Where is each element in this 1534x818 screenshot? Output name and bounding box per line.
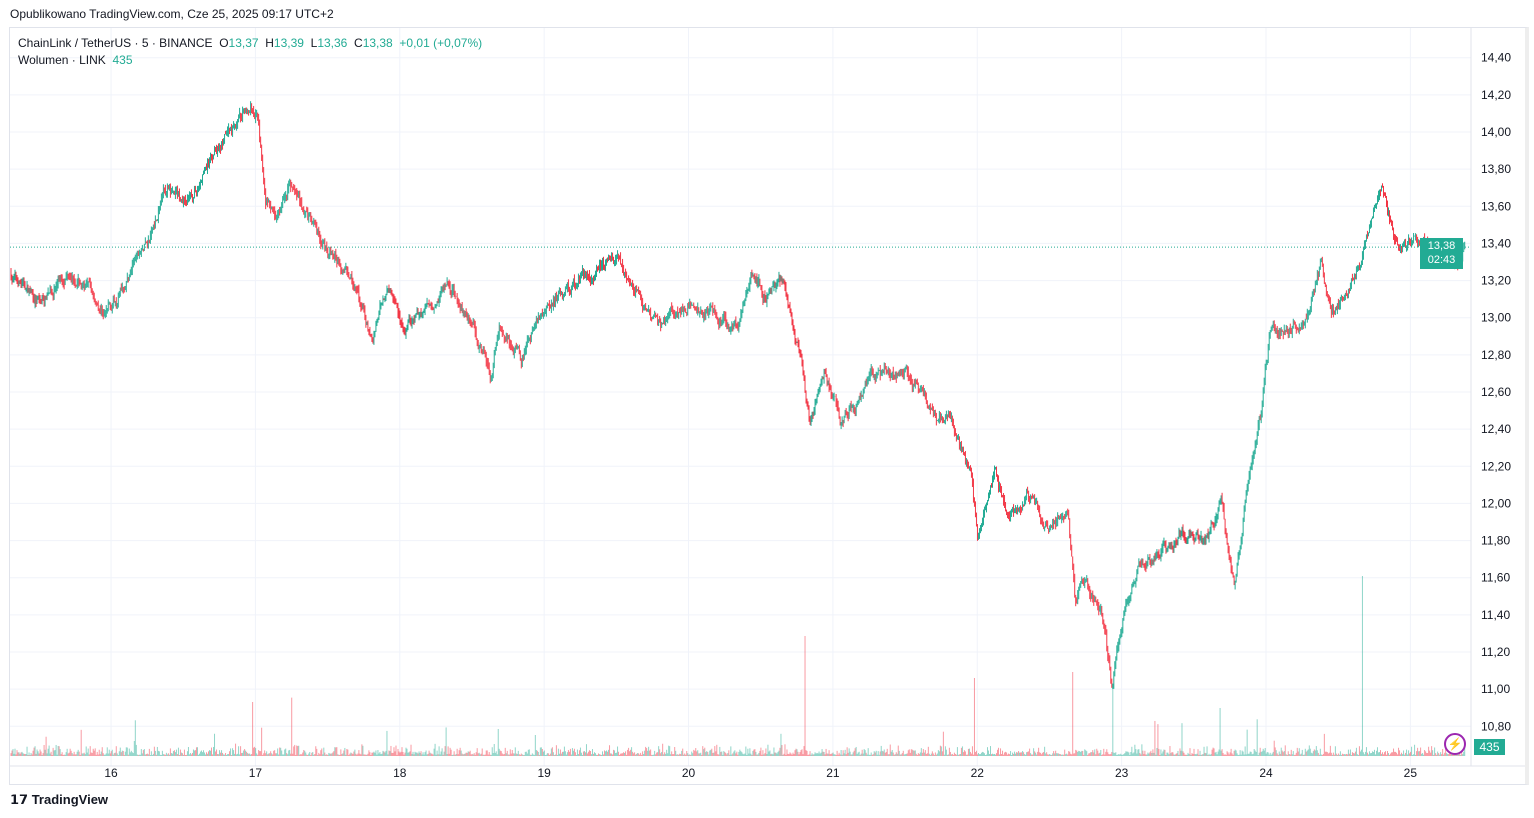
last-price: 13,38 [1427,240,1456,252]
y-tick-label: 12,40 [1481,422,1511,436]
y-tick-label: 12,20 [1481,459,1511,473]
tv-logo-icon: 𝟭𝟳 [10,792,32,807]
open-label: O [219,36,229,50]
x-tick-label: 19 [537,766,551,780]
y-tick-label: 13,60 [1481,199,1511,213]
x-tick-label: 23 [1115,766,1129,780]
low-value: 13,36 [317,36,348,50]
bar-countdown: 02:43 [1427,254,1456,266]
x-tick-label: 20 [682,766,696,780]
y-tick-label: 13,20 [1481,274,1511,288]
x-tick-label: 17 [249,766,263,780]
y-tick-label: 13,40 [1481,236,1511,250]
y-tick-label: 11,00 [1481,682,1510,696]
change-value: +0,01 (+0,07%) [399,36,483,50]
x-tick-label: 16 [104,766,118,780]
tradingview-logo[interactable]: 𝟭𝟳 TradingView [10,792,108,808]
symbol-label[interactable]: ChainLink / TetherUS · 5 · BINANCE [18,36,213,50]
lightning-icon[interactable]: ⚡ [1444,733,1466,755]
volume-line: Wolumen · LINK 435 [18,52,482,69]
open-value: 13,37 [228,36,259,50]
close-value: 13,38 [362,36,393,50]
chart-frame[interactable]: 14,40 14,20 14,00 13,80 13,60 13,40 13,20 13,00… [9,27,1529,785]
x-tick-label: 21 [826,766,840,780]
x-tick-label: 25 [1404,766,1418,780]
y-tick-label: 13,00 [1481,311,1511,325]
last-price-tag: 13,38 02:43 [1420,238,1463,269]
y-tick-label: 14,20 [1481,88,1511,102]
x-tick-label: 24 [1259,766,1273,780]
y-tick-label: 12,60 [1481,385,1511,399]
logo-text: TradingView [31,792,109,807]
published-note: Opublikowano TradingView.com, Cze 25, 20… [10,7,334,21]
volume-value: 435 [112,53,133,67]
ohlc-line: ChainLink / TetherUS · 5 · BINANCE O13,3… [18,35,482,52]
y-tick-label: 11,20 [1481,645,1510,659]
y-tick-label: 13,80 [1481,162,1511,176]
y-tick-label: 11,60 [1481,571,1510,585]
x-tick-label: 22 [971,766,985,780]
y-tick-label: 12,00 [1481,496,1511,510]
chart-legend: ChainLink / TetherUS · 5 · BINANCE O13,3… [18,35,482,69]
low-label: L [310,36,318,50]
high-value: 13,39 [273,36,304,50]
price-chart[interactable]: 14,40 14,20 14,00 13,80 13,60 13,40 13,20 13,00… [10,28,1525,784]
volume-tag: 435 [1474,739,1505,755]
high-label: H [265,36,274,50]
y-tick-label: 14,00 [1481,125,1511,139]
y-tick-label: 14,40 [1481,51,1511,65]
close-label: C [354,36,363,50]
y-tick-label: 12,80 [1481,348,1511,362]
y-tick-label: 11,80 [1481,534,1510,548]
y-tick-label: 10,80 [1481,719,1511,733]
y-tick-label: 11,40 [1481,608,1510,622]
x-tick-label: 18 [393,766,407,780]
volume-label[interactable]: Wolumen · LINK [18,53,106,67]
